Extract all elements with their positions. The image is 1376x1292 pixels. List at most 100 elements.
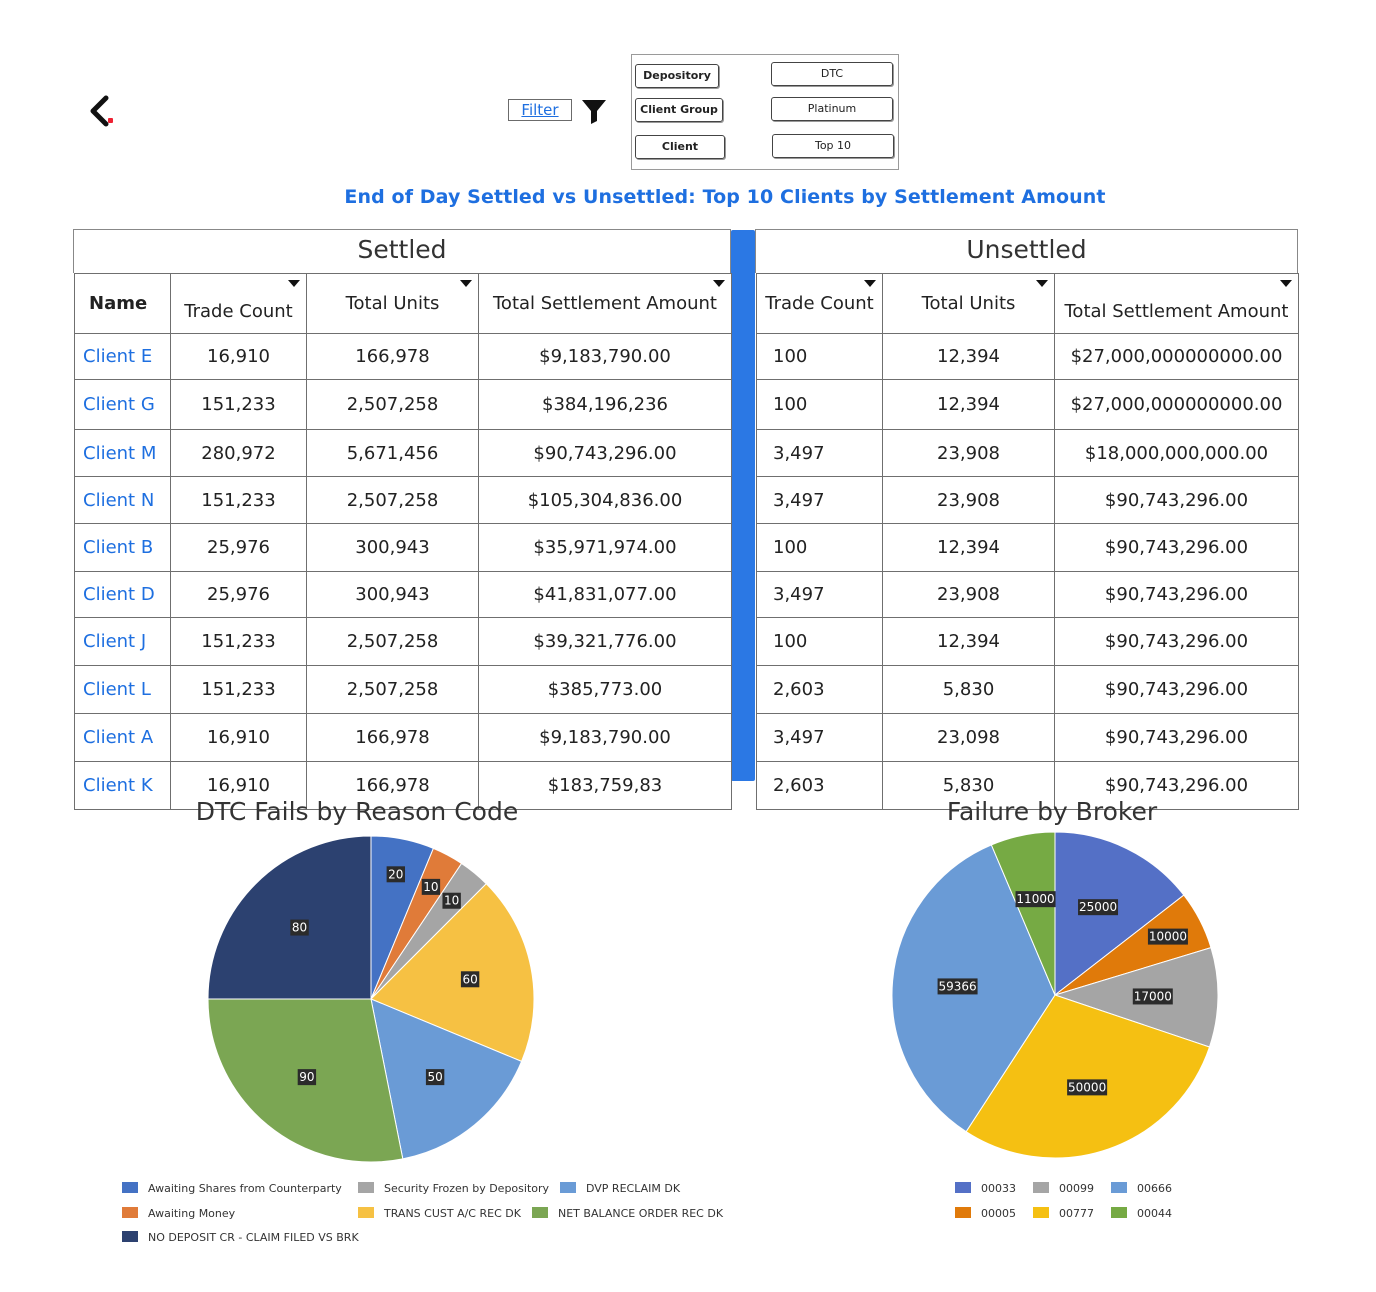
data-label: 50 (427, 1070, 442, 1084)
legend-item[interactable]: TRANS CUST A/C REC DK (358, 1207, 521, 1220)
unsettled-trade-count-cell: 3,497 (756, 476, 883, 524)
data-label-bg (297, 1069, 317, 1086)
pie-slice[interactable] (207, 835, 372, 1000)
settled-trade-count-cell: 151,233 (170, 617, 307, 666)
data-label: 11000 (1016, 892, 1054, 906)
unsettled-total-units-cell: 12,394 (882, 523, 1055, 572)
unsettled-amount-cell: $90,743,296.00 (1054, 761, 1299, 810)
client-name-link[interactable]: Client M (74, 429, 171, 477)
data-label-bg (1147, 928, 1188, 945)
unsettled-total-units-cell: 5,830 (882, 665, 1055, 714)
column-header-unsettled-trade-count[interactable]: Trade Count (756, 273, 883, 334)
table-row: Client K 16,910 166,978 $183,759,83 (74, 761, 732, 810)
legend-swatch (1111, 1207, 1127, 1218)
filter-value-depository[interactable]: DTC (771, 62, 893, 86)
settled-amount-cell: $41,831,077.00 (478, 571, 732, 618)
legend-item[interactable]: NET BALANCE ORDER REC DK (532, 1207, 723, 1220)
filter-value-client[interactable]: Top 10 (772, 134, 894, 158)
legend-swatch (560, 1182, 576, 1193)
data-label: 90 (299, 1070, 314, 1084)
column-header-settled-total-amount[interactable]: Total Settlement Amount (478, 273, 732, 334)
unsettled-trade-count-cell: 100 (756, 379, 883, 430)
legend-item[interactable]: Security Frozen by Depository (358, 1182, 549, 1195)
table-row: 3,497 23,908 $90,743,296.00 (756, 476, 1299, 524)
legend-item[interactable]: 00005 (955, 1207, 1016, 1220)
client-name-link[interactable]: Client B (74, 523, 171, 572)
legend-swatch (532, 1207, 548, 1218)
sort-caret-icon[interactable] (460, 280, 472, 287)
filter-value-client-group[interactable]: Platinum (771, 97, 893, 121)
sort-caret-icon[interactable] (288, 280, 300, 287)
legend-item[interactable]: 00044 (1111, 1207, 1172, 1220)
settled-amount-cell: $384,196,236 (478, 379, 732, 430)
legend-label: 00005 (981, 1207, 1016, 1220)
data-label: 10 (444, 894, 459, 908)
unsettled-amount-cell: $18,000,000,000.00 (1054, 429, 1299, 477)
table-row: Client N 151,233 2,507,258 $105,304,836.00 (74, 476, 732, 524)
unsettled-trade-count-cell: 3,497 (756, 429, 883, 477)
client-name-link[interactable]: Client D (74, 571, 171, 618)
column-header-settled-trade-count[interactable]: Trade Count (170, 273, 307, 334)
legend-item[interactable]: 00033 (955, 1182, 1016, 1195)
legend-item[interactable]: DVP RECLAIM DK (560, 1182, 680, 1195)
data-label-bg (442, 892, 461, 909)
unsettled-trade-count-cell: 100 (756, 523, 883, 572)
column-header-settled-total-units[interactable]: Total Units (306, 273, 479, 334)
client-name-link[interactable]: Client A (74, 713, 171, 762)
pie-slice[interactable] (370, 883, 535, 1063)
client-name-link[interactable]: Client L (74, 665, 171, 714)
pie-slice[interactable] (370, 998, 523, 1160)
filter-panel: Depository DTC Client Group Platinum Cli… (631, 54, 899, 170)
client-name-link[interactable]: Client G (74, 379, 171, 430)
chart-title-reason-code: DTC Fails by Reason Code (195, 797, 519, 826)
settled-amount-cell: $39,321,776.00 (478, 617, 732, 666)
sort-caret-icon[interactable] (1036, 280, 1048, 287)
data-label: 80 (292, 921, 307, 935)
legend-reason-code: Awaiting Shares from Counterparty Securit… (122, 1182, 762, 1248)
table-row: 100 12,394 $27,000,000000000.00 (756, 379, 1299, 430)
legend-swatch (122, 1207, 138, 1218)
pie-slice[interactable] (990, 831, 1056, 996)
client-name-link[interactable]: Client K (74, 761, 171, 810)
column-header-label: Trade Count (184, 301, 293, 322)
column-header-unsettled-total-amount[interactable]: Total Settlement Amount (1054, 273, 1299, 334)
legend-item[interactable]: 00099 (1033, 1182, 1094, 1195)
client-name-link[interactable]: Client N (74, 476, 171, 524)
settled-total-units-cell: 300,943 (306, 571, 479, 618)
client-name-link[interactable]: Client J (74, 617, 171, 666)
legend-swatch (122, 1231, 138, 1242)
legend-label: Security Frozen by Depository (384, 1182, 550, 1195)
settled-table: Name Trade Count Total Units Total Settl… (74, 273, 732, 810)
table-row: 2,603 5,830 $90,743,296.00 (756, 665, 1299, 714)
column-header-name[interactable]: Name (74, 273, 171, 334)
legend-label: DVP RECLAIM DK (586, 1182, 681, 1195)
settled-trade-count-cell: 151,233 (170, 476, 307, 524)
data-label: 10 (423, 880, 438, 894)
funnel-icon[interactable] (580, 97, 608, 125)
sort-caret-icon[interactable] (864, 280, 876, 287)
settled-amount-cell: $385,773.00 (478, 665, 732, 714)
data-label-bg (386, 866, 406, 883)
back-button[interactable] (86, 92, 120, 132)
legend-item[interactable]: 00777 (1033, 1207, 1094, 1220)
data-label-bg (425, 1069, 445, 1086)
column-header-label: Total Units (921, 293, 1016, 314)
pie-slice[interactable] (965, 994, 1211, 1159)
table-row: Client D 25,976 300,943 $41,831,077.00 (74, 571, 732, 618)
pie-slice[interactable] (1054, 831, 1185, 997)
client-name-link[interactable]: Client E (74, 333, 171, 380)
chart-title-broker: Failure by Broker (946, 797, 1158, 826)
legend-item[interactable]: NO DEPOSIT CR - CLAIM FILED VS BRK (122, 1231, 359, 1244)
column-header-unsettled-total-units[interactable]: Total Units (882, 273, 1055, 334)
column-header-label: Total Settlement Amount (493, 293, 717, 314)
unsettled-amount-cell: $27,000,000000000.00 (1054, 333, 1299, 380)
sort-caret-icon[interactable] (713, 280, 725, 287)
legend-item[interactable]: 00666 (1111, 1182, 1172, 1195)
legend-item[interactable]: Awaiting Shares from Counterparty (122, 1182, 342, 1195)
settled-amount-cell: $183,759,83 (478, 761, 732, 810)
filter-link[interactable]: Filter (508, 99, 572, 121)
legend-item[interactable]: Awaiting Money (122, 1207, 235, 1220)
column-header-label: Total Settlement Amount (1064, 301, 1289, 322)
sort-caret-icon[interactable] (1280, 280, 1292, 287)
settled-trade-count-cell: 280,972 (170, 429, 307, 477)
